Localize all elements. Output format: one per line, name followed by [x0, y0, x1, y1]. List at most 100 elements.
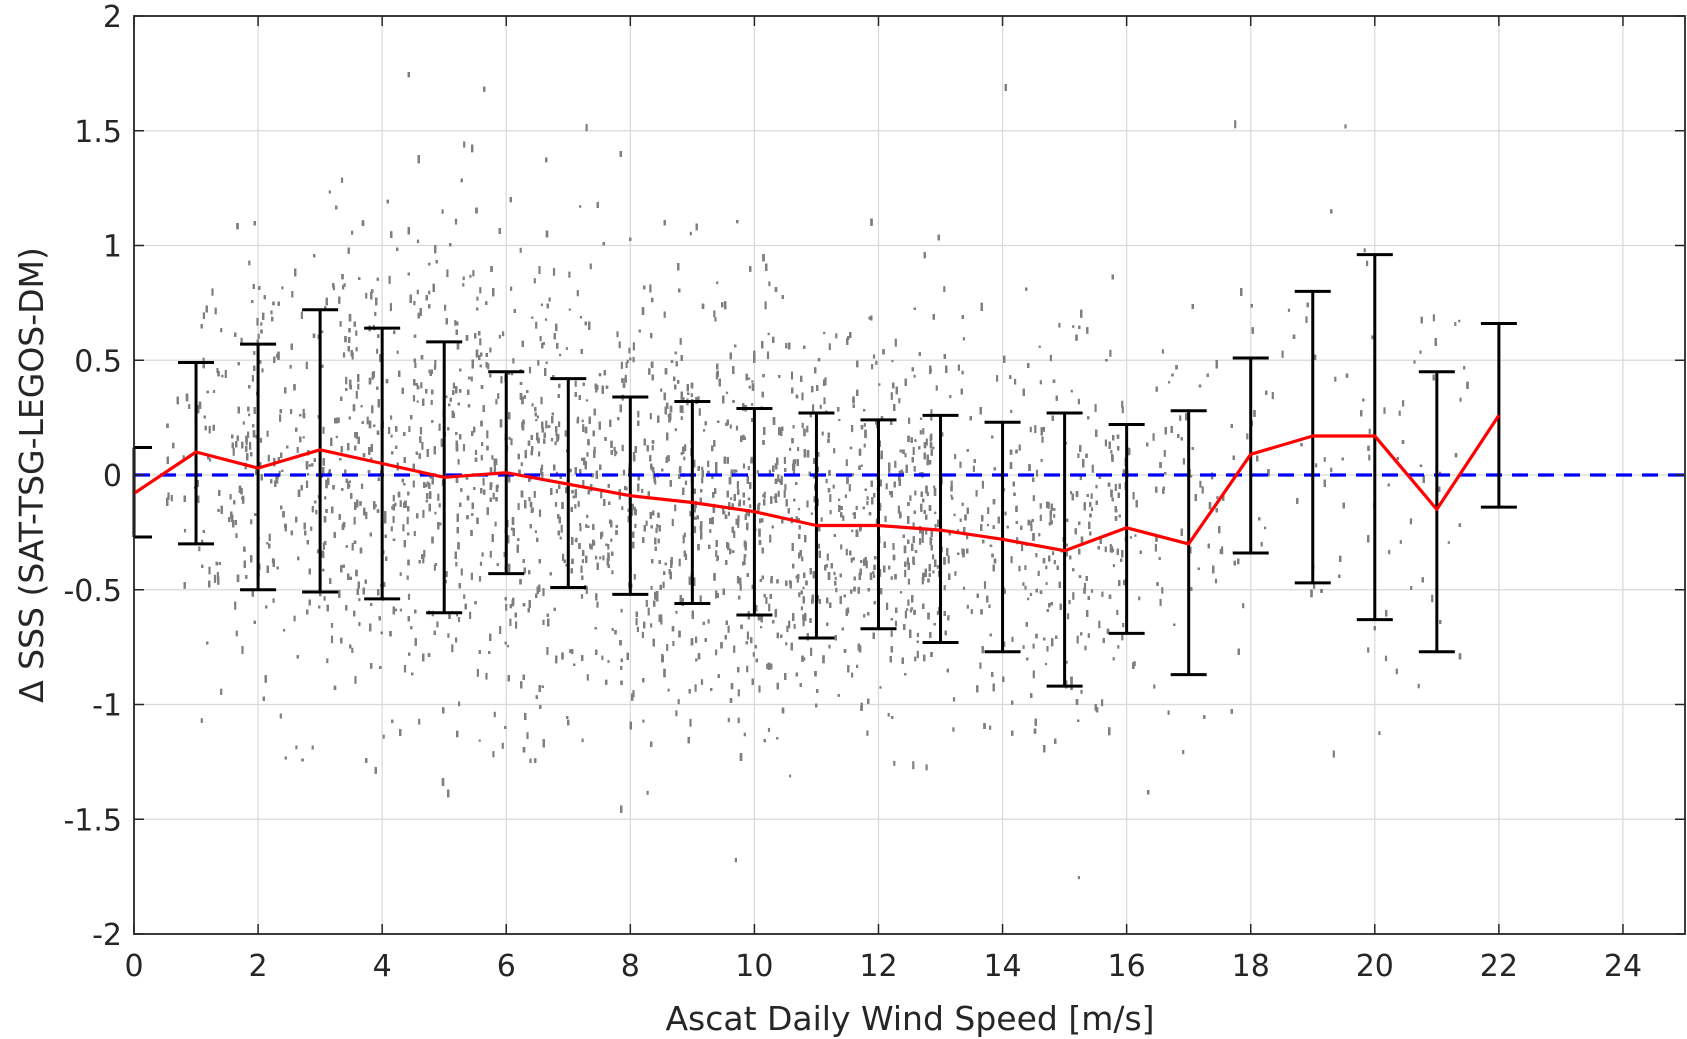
scatter-point [406, 575, 409, 580]
scatter-point [926, 492, 929, 497]
scatter-point [324, 496, 327, 500]
scatter-point [682, 535, 685, 544]
scatter-point [283, 628, 286, 632]
scatter-point [326, 658, 329, 664]
scatter-point [966, 534, 969, 540]
scatter-point [987, 507, 990, 514]
scatter-point [358, 598, 361, 602]
scatter-point [463, 594, 466, 599]
scatter-point [806, 500, 809, 508]
scatter-point [966, 604, 969, 609]
scatter-point [898, 475, 901, 481]
scatter-point [261, 368, 264, 373]
scatter-point [1010, 409, 1013, 413]
scatter-point [1101, 699, 1104, 707]
scatter-point [743, 732, 746, 737]
scatter-point [1035, 469, 1039, 477]
scatter-point [502, 331, 505, 337]
scatter-point [789, 447, 792, 451]
scatter-point [1004, 511, 1007, 516]
scatter-point [1395, 668, 1398, 675]
scatter-point [674, 504, 677, 512]
scatter-point [823, 397, 826, 405]
scatter-point [579, 316, 582, 319]
scatter-point [1402, 400, 1405, 407]
scatter-point [476, 668, 479, 677]
scatter-point [611, 570, 614, 575]
scatter-point [832, 484, 835, 489]
scatter-point [413, 531, 416, 537]
scatter-point [922, 428, 925, 435]
scatter-point [962, 586, 966, 590]
scatter-point [535, 419, 538, 422]
scatter-point [365, 292, 368, 299]
scatter-point [302, 408, 305, 417]
scatter-point [487, 363, 490, 370]
scatter-point [660, 388, 663, 392]
scatter-point [1332, 750, 1335, 758]
scatter-point [311, 745, 314, 750]
scatter-point [890, 392, 893, 400]
scatter-point [371, 407, 374, 413]
scatter-point [289, 364, 292, 369]
scatter-point [1129, 536, 1132, 539]
scatter-point [342, 352, 346, 358]
scatter-point [764, 301, 767, 310]
scatter-point [953, 513, 956, 517]
scatter-point [1090, 493, 1093, 499]
scatter-point [684, 444, 687, 452]
scatter-point [1410, 586, 1413, 590]
scatter-point [595, 555, 598, 560]
scatter-point [1168, 381, 1171, 384]
scatter-point [248, 260, 251, 266]
scatter-point [478, 576, 482, 582]
scatter-point [912, 447, 915, 455]
scatter-point [834, 576, 837, 581]
scatter-point [478, 739, 481, 742]
scatter-point [485, 361, 488, 368]
scatter-point [700, 679, 704, 685]
scatter-point [593, 446, 596, 454]
scatter-point [232, 447, 235, 456]
scatter-point [495, 458, 498, 466]
scatter-point [898, 398, 901, 404]
scatter-point [1399, 540, 1402, 544]
scatter-point [642, 719, 645, 723]
scatter-point [315, 509, 318, 515]
scatter-point [801, 556, 804, 562]
scatter-point [290, 409, 293, 415]
scatter-point [371, 371, 374, 380]
scatter-point [343, 283, 346, 287]
scatter-point [574, 539, 577, 542]
scatter-point [1044, 662, 1048, 666]
scatter-point [801, 392, 804, 401]
scatter-point [654, 480, 657, 485]
scatter-point [828, 644, 831, 649]
scatter-point [954, 454, 957, 460]
scatter-point [689, 231, 692, 236]
scatter-point [545, 420, 548, 429]
scatter-point [276, 476, 279, 484]
scatter-point [625, 487, 628, 491]
scatter-point [1039, 380, 1042, 385]
scatter-point [1112, 564, 1115, 568]
scatter-point [914, 490, 917, 496]
scatter-point [647, 607, 650, 616]
scatter-point [908, 417, 911, 424]
scatter-point [863, 443, 866, 448]
scatter-point [950, 480, 953, 488]
scatter-point [637, 410, 640, 418]
scatter-point [1077, 453, 1080, 458]
scatter-point [322, 426, 325, 434]
scatter-point [1011, 636, 1014, 642]
scatter-point [826, 553, 829, 561]
scatter-point [662, 581, 665, 589]
scatter-point [542, 588, 545, 597]
scatter-point [783, 456, 786, 464]
scatter-point [1199, 480, 1202, 488]
scatter-point [548, 297, 551, 302]
scatter-point [422, 557, 425, 564]
scatter-point [581, 419, 584, 423]
scatter-point [906, 557, 909, 565]
scatter-point [576, 290, 579, 297]
